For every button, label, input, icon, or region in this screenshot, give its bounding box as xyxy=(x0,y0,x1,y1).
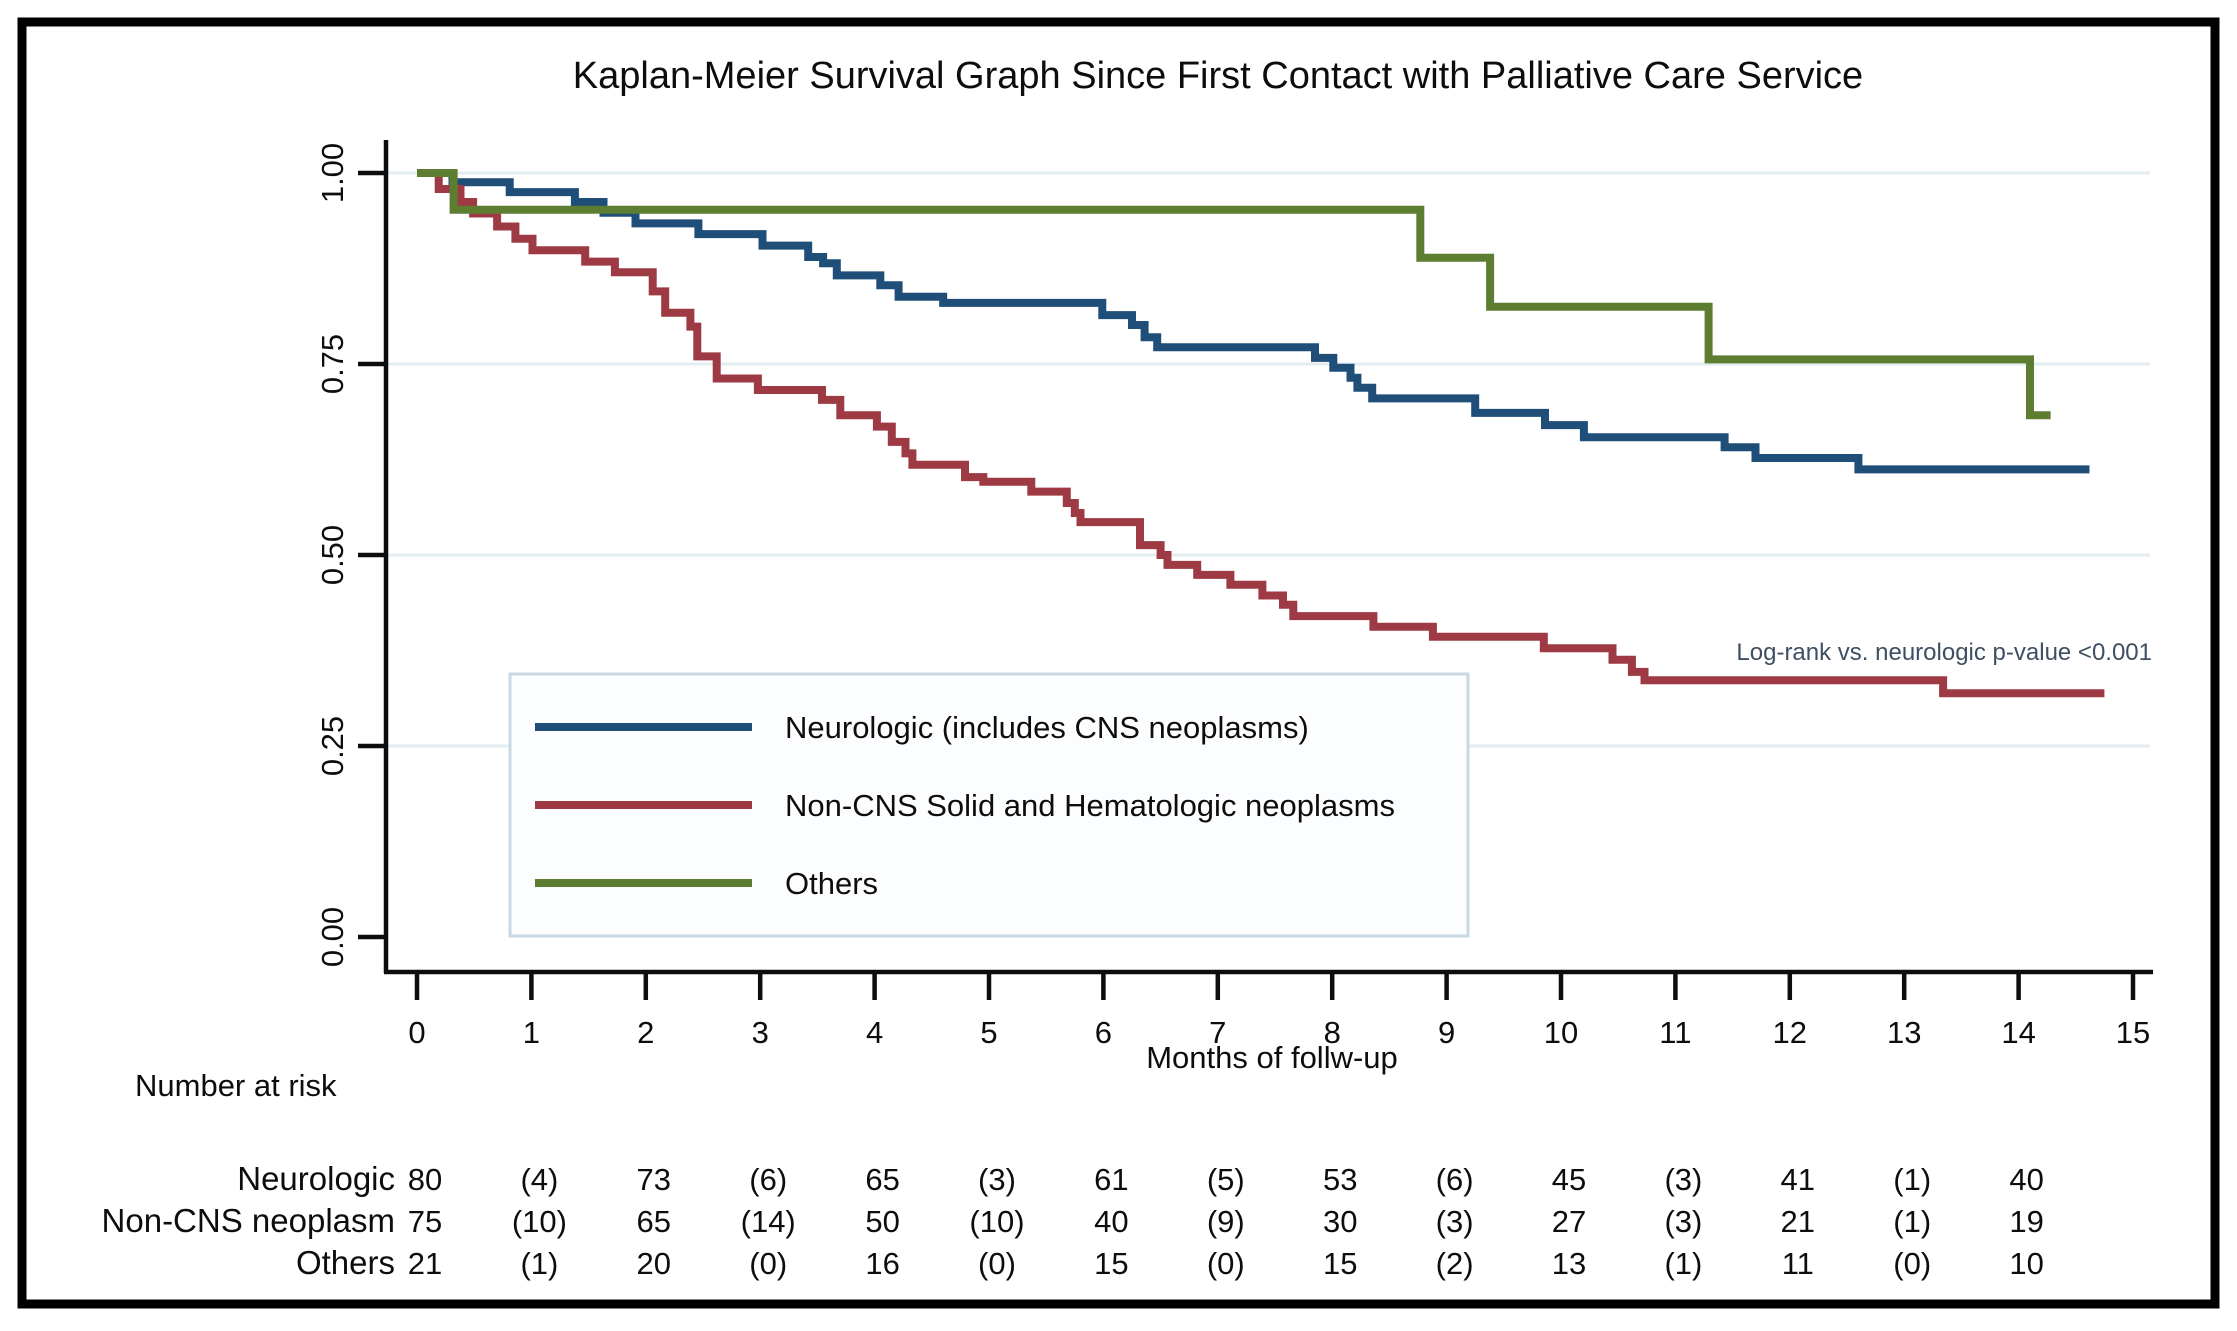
x-tick-label: 9 xyxy=(1438,1015,1455,1050)
risk-value: 75 xyxy=(408,1204,442,1239)
risk-value: 45 xyxy=(1552,1162,1586,1197)
x-tick-label: 6 xyxy=(1095,1015,1112,1050)
risk-value: 30 xyxy=(1323,1204,1357,1239)
risk-value: (3) xyxy=(1664,1204,1702,1239)
legend-label-neurologic: Neurologic (includes CNS neoplasms) xyxy=(785,710,1309,745)
risk-value: 50 xyxy=(865,1204,899,1239)
risk-value: 15 xyxy=(1323,1246,1357,1281)
risk-value: (1) xyxy=(520,1246,558,1281)
risk-value: 10 xyxy=(2009,1246,2043,1281)
risk-value: 15 xyxy=(1094,1246,1128,1281)
risk-value: 65 xyxy=(865,1162,899,1197)
risk-value: 41 xyxy=(1781,1162,1815,1197)
x-tick-label: 4 xyxy=(866,1015,883,1050)
risk-value: 53 xyxy=(1323,1162,1357,1197)
x-tick-label: 11 xyxy=(1659,1015,1691,1050)
risk-value: (0) xyxy=(1893,1246,1931,1281)
risk-value: (6) xyxy=(749,1162,787,1197)
risk-value: (3) xyxy=(1436,1204,1474,1239)
risk-value: (14) xyxy=(741,1204,796,1239)
risk-row-1: Non-CNS neoplasm 75 (10) 65 (14) 50 (10) 40 (9) 3… xyxy=(102,1202,2044,1239)
legend-label-others: Others xyxy=(785,866,878,901)
risk-value: (10) xyxy=(512,1204,567,1239)
risk-value: 61 xyxy=(1094,1162,1128,1197)
risk-value: (0) xyxy=(978,1246,1016,1281)
risk-value: (5) xyxy=(1207,1162,1245,1197)
axis-layer: 0.000.250.500.751.000 1 2 3 4 5 6 7 8 9 10 11 12 13 14… xyxy=(315,140,2153,1050)
x-tick-label: 14 xyxy=(2001,1015,2035,1050)
risk-value: 73 xyxy=(637,1162,671,1197)
x-tick-label: 8 xyxy=(1324,1015,1341,1050)
x-tick-label: 0 xyxy=(408,1015,425,1050)
x-tick-label: 12 xyxy=(1773,1015,1807,1050)
risk-value: (1) xyxy=(1893,1204,1931,1239)
x-tick-label: 15 xyxy=(2116,1015,2150,1050)
y-tick-label: 0.00 xyxy=(315,907,350,967)
x-tick-label: 7 xyxy=(1209,1015,1226,1050)
risk-value: 21 xyxy=(408,1246,442,1281)
risk-value: 80 xyxy=(408,1162,442,1197)
x-tick-label: 3 xyxy=(752,1015,769,1050)
risk-value: 13 xyxy=(1552,1246,1586,1281)
x-tick-label: 5 xyxy=(980,1015,997,1050)
risk-value: (9) xyxy=(1207,1204,1245,1239)
risk-value: 40 xyxy=(2009,1162,2043,1197)
number-at-risk-table: Number at risk Neurologic 80 (4) 73 (6) 65 (3)… xyxy=(102,1068,2044,1281)
x-tick-label: 10 xyxy=(1544,1015,1578,1050)
risk-row-label: Non-CNS neoplasm xyxy=(102,1202,395,1239)
curve-layer xyxy=(417,169,2105,698)
risk-value: (10) xyxy=(969,1204,1024,1239)
risk-row-label: Neurologic xyxy=(237,1160,395,1197)
risk-value: 11 xyxy=(1782,1246,1814,1281)
risk-value: 40 xyxy=(1094,1204,1128,1239)
x-tick-label: 13 xyxy=(1887,1015,1921,1050)
risk-value: (0) xyxy=(749,1246,787,1281)
risk-value: (2) xyxy=(1436,1246,1474,1281)
risk-value: (1) xyxy=(1893,1162,1931,1197)
risk-value: (0) xyxy=(1207,1246,1245,1281)
y-tick-label: 0.25 xyxy=(315,716,350,776)
risk-value: 20 xyxy=(637,1246,671,1281)
risk-value: (3) xyxy=(1664,1162,1702,1197)
risk-value: 21 xyxy=(1781,1204,1815,1239)
legend-label-non-cns: Non-CNS Solid and Hematologic neoplasms xyxy=(785,788,1395,823)
risk-value: (1) xyxy=(1664,1246,1702,1281)
risk-value: (4) xyxy=(520,1162,558,1197)
risk-row-label: Others xyxy=(296,1244,395,1281)
x-axis-title: Months of follw-up xyxy=(1146,1040,1398,1075)
risk-value: 19 xyxy=(2009,1204,2043,1239)
legend: Neurologic (includes CNS neoplasms) Non-C… xyxy=(508,672,1470,938)
y-tick-label: 0.75 xyxy=(315,334,350,394)
y-tick-label: 1.00 xyxy=(315,143,350,203)
risk-value: (3) xyxy=(978,1162,1016,1197)
risk-row-2: Others 21 (1) 20 (0) 16 (0) 15 (0) 15 (2) 13 (1) 11 (0… xyxy=(296,1244,2044,1281)
risk-value: 65 xyxy=(637,1204,671,1239)
y-tick-label: 0.50 xyxy=(315,525,350,585)
survival-curve-neurologic xyxy=(417,169,2090,474)
survival-curve-non-cns xyxy=(417,169,2105,698)
x-tick-label: 1 xyxy=(523,1015,540,1050)
risk-table-header: Number at risk xyxy=(135,1068,337,1103)
figure-border xyxy=(17,17,2220,1309)
risk-row-0: Neurologic 80 (4) 73 (6) 65 (3) 61 (5) 53 (6) 45 (3)… xyxy=(237,1160,2044,1197)
risk-value: 16 xyxy=(865,1246,899,1281)
risk-value: 27 xyxy=(1552,1204,1586,1239)
chart-title: Kaplan-Meier Survival Graph Since First … xyxy=(573,55,1863,97)
risk-value: (6) xyxy=(1436,1162,1474,1197)
x-tick-label: 2 xyxy=(637,1015,654,1050)
log-rank-annotation: Log-rank vs. neurologic p-value <0.001 xyxy=(1736,639,2152,666)
survival-curve-others xyxy=(417,169,2051,420)
